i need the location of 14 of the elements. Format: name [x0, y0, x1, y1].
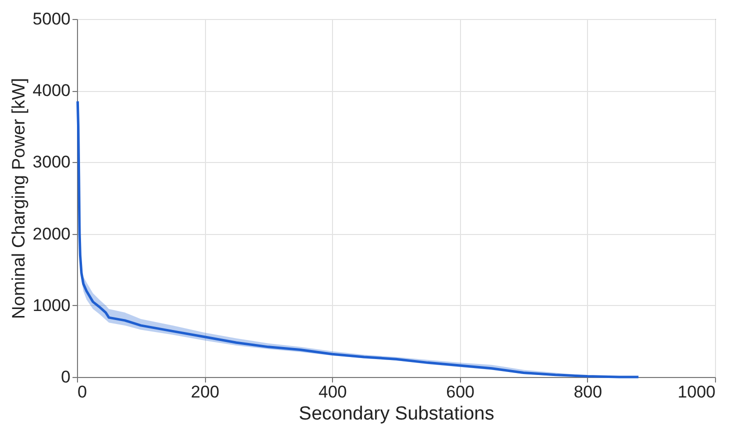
- y-tick-label: 2000: [32, 224, 70, 244]
- x-tick-label: 800: [574, 382, 602, 402]
- y-tick-label: 4000: [32, 81, 70, 100]
- x-tick-label: 1000: [678, 382, 716, 402]
- y-tick-label: 3000: [32, 152, 70, 172]
- x-tick-label: 400: [318, 382, 347, 402]
- y-tick-label: 1000: [32, 296, 70, 315]
- y-tick-label: 0: [61, 368, 70, 386]
- y-tick-label: 5000: [32, 10, 70, 28]
- y-axis-title: Nominal Charging Power [kW]: [8, 78, 29, 320]
- x-tick-label: 200: [190, 382, 220, 402]
- x-axis-title: Secondary Substations: [298, 404, 494, 424]
- x-tick-label: 0: [78, 382, 87, 402]
- x-tick-label: 600: [446, 382, 474, 402]
